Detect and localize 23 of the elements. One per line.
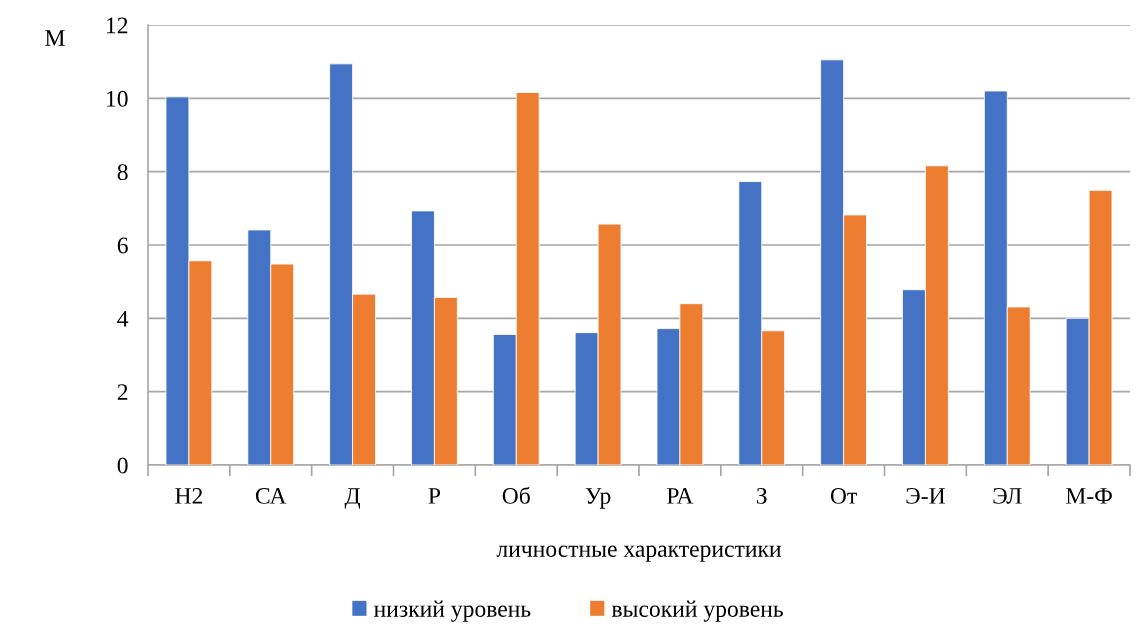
x-tick-label: З <box>756 487 767 504</box>
y-tick-label: 8 <box>117 164 128 181</box>
x-tick-label: От <box>830 487 857 504</box>
y-tick-label: 4 <box>117 310 129 327</box>
x-tick-label: Э-И <box>906 487 945 504</box>
x-axis-title: личностные характеристики <box>496 545 782 562</box>
y-tick-label: 0 <box>117 457 128 474</box>
x-tick-label: ЭЛ <box>993 487 1022 504</box>
x-tick-label: Ур <box>585 488 611 509</box>
legend-label: низкий уровень <box>374 600 531 622</box>
y-tick-label: 2 <box>117 384 128 400</box>
x-tick-label: М-Ф <box>1066 488 1112 504</box>
x-tick-label: Д <box>344 488 361 509</box>
y-tick-label: 6 <box>117 237 128 254</box>
x-tick-label: Н2 <box>175 487 203 504</box>
y-tick-label: 12 <box>107 17 128 34</box>
legend-label: высокий уровень <box>611 600 783 622</box>
x-tick-label: Об <box>502 486 530 504</box>
x-tick-label: РА <box>667 488 694 504</box>
x-tick-label: Р <box>428 488 441 504</box>
y-axis-title: M <box>45 30 65 46</box>
y-tick-label: 10 <box>107 90 128 107</box>
x-tick-label: СА <box>255 487 287 504</box>
